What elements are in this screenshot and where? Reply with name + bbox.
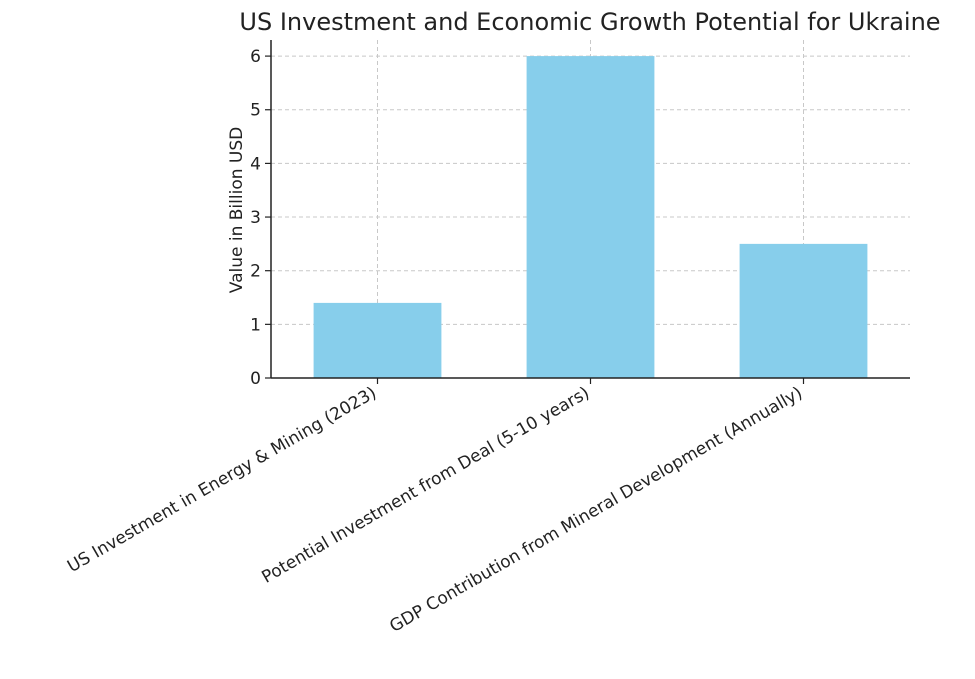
y-tick-label: 0 [250, 369, 261, 389]
y-axis-label: Value in Billion USD [227, 127, 247, 293]
y-tick-label: 1 [250, 315, 261, 335]
x-tick-label: GDP Contribution from Mineral Developmen… [386, 383, 806, 637]
y-axis-ticks: 0 1 2 3 4 5 6 [250, 47, 271, 389]
y-tick-label: 3 [250, 208, 261, 228]
bar [313, 302, 442, 378]
bar [526, 56, 655, 378]
bar [739, 243, 868, 378]
x-tick-label: Potential Investment from Deal (5-10 yea… [259, 383, 593, 588]
x-axis-ticks: US Investment in Energy & Mining (2023)P… [64, 378, 806, 637]
bars [313, 56, 868, 378]
y-tick-label: 2 [250, 262, 261, 282]
chart-title: US Investment and Economic Growth Potent… [239, 8, 940, 36]
y-tick-label: 6 [250, 47, 261, 67]
y-tick-label: 5 [250, 101, 261, 121]
y-tick-label: 4 [250, 154, 261, 174]
